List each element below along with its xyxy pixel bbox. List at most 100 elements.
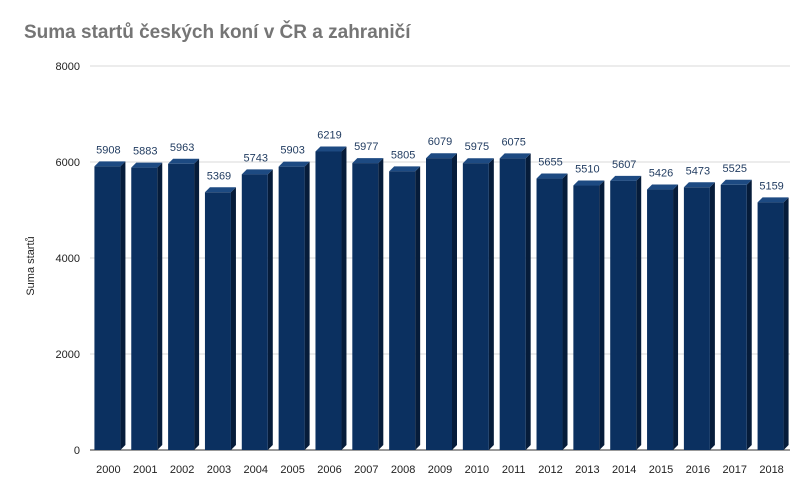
y-tick-label: 6000 (56, 157, 80, 169)
bar-2018 (757, 197, 789, 450)
bars (94, 146, 789, 451)
x-tick-label-2006: 2006 (317, 464, 341, 476)
bar-front (389, 171, 416, 451)
bar-top (131, 162, 163, 168)
bar-2013 (573, 180, 605, 450)
bar-front (204, 192, 231, 450)
data-label-2001: 5883 (133, 146, 157, 158)
data-label-2010: 5975 (465, 141, 489, 153)
bar-2000 (94, 161, 126, 450)
bar-top (315, 146, 347, 152)
bar-top (241, 169, 273, 175)
x-tick-label-2009: 2009 (428, 464, 452, 476)
data-label-2011: 6075 (501, 136, 525, 148)
bar-2002 (168, 158, 200, 450)
bar-top (499, 153, 531, 159)
bar-2001 (131, 162, 163, 450)
bar-2014 (610, 175, 642, 450)
bar-front (647, 189, 674, 450)
bar-front (315, 151, 342, 450)
x-tick-label-2018: 2018 (759, 464, 783, 476)
bar-side (525, 153, 531, 450)
y-tick-label: 0 (74, 445, 80, 457)
bar-side (157, 162, 163, 450)
bar-top (352, 158, 384, 164)
y-tick-label: 4000 (56, 253, 80, 265)
bar-side (378, 158, 384, 450)
bar-2010 (462, 158, 494, 450)
data-label-2018: 5159 (759, 180, 783, 192)
bar-side (783, 197, 789, 450)
bar-top (278, 161, 310, 167)
x-axis-ticks: 2000 2001 2002 2003 2004 2005 2006 2007 2008 2009… (96, 464, 784, 476)
bar-2012 (536, 173, 568, 450)
bar-side (304, 161, 310, 450)
bar-side (267, 169, 273, 450)
x-tick-label-2008: 2008 (391, 464, 415, 476)
y-axis-title: Suma startů (25, 236, 37, 295)
data-label-2008: 5805 (391, 149, 415, 161)
x-tick-label-2013: 2013 (575, 464, 599, 476)
bar-front (241, 174, 268, 450)
x-tick-label-2011: 2011 (502, 464, 526, 476)
data-label-2012: 5655 (538, 157, 562, 169)
bar-top (94, 161, 126, 167)
data-label-2015: 5426 (649, 168, 673, 180)
bar-2017 (720, 179, 752, 451)
bar-side (415, 166, 421, 451)
bar-front (131, 167, 158, 450)
y-tick-label: 2000 (56, 349, 80, 361)
x-tick-label-2000: 2000 (96, 464, 120, 476)
x-tick-label-2014: 2014 (612, 464, 636, 476)
x-tick-label-2005: 2005 (280, 464, 304, 476)
bar-side (746, 179, 752, 451)
x-tick-label-2012: 2012 (538, 464, 562, 476)
bar-side (709, 182, 715, 450)
bar-top (757, 197, 789, 203)
bar-top (610, 175, 642, 181)
bar-top (168, 158, 200, 164)
x-tick-label-2016: 2016 (686, 464, 710, 476)
bar-2007 (352, 158, 384, 450)
y-axis-ticks: 0 2000 4000 6000 8000 (56, 61, 80, 457)
y-tick-label: 8000 (56, 61, 80, 73)
bar-top (573, 180, 605, 186)
bar-side (599, 180, 605, 450)
data-label-2006: 6219 (317, 129, 341, 141)
bar-front (683, 187, 710, 450)
x-tick-label-2003: 2003 (207, 464, 231, 476)
bar-2006 (315, 146, 347, 450)
x-tick-label-2001: 2001 (133, 464, 157, 476)
bar-front (168, 163, 195, 450)
bar-top (720, 179, 752, 185)
bar-2011 (499, 153, 531, 450)
bar-front (499, 158, 526, 450)
bar-2008 (389, 166, 421, 451)
bar-2003 (204, 187, 236, 450)
bar-side (120, 161, 126, 450)
data-label-2009: 6079 (428, 136, 452, 148)
bar-front (757, 202, 784, 450)
x-tick-label-2017: 2017 (722, 464, 746, 476)
bar-top (389, 166, 421, 172)
bar-front (278, 166, 305, 450)
bar-top (647, 184, 679, 190)
bar-side (452, 153, 457, 450)
data-label-2014: 5607 (612, 159, 636, 171)
bar-front (352, 163, 379, 450)
bar-front (426, 158, 452, 450)
bar-side (194, 158, 200, 450)
chart-title: Suma startů českých koní v ČR a zahranič… (24, 22, 411, 43)
bar-top (204, 187, 236, 193)
data-label-2002: 5963 (170, 142, 194, 154)
bar-front (720, 184, 747, 451)
bar-side (341, 146, 347, 450)
bar-2016 (683, 182, 715, 450)
data-label-2000: 5908 (96, 144, 120, 156)
bar-2005 (278, 161, 310, 450)
data-label-2004: 5743 (244, 152, 268, 164)
data-labels: 5908 5883 5963 5369 5743 5903 6219 5977 5805 6079… (96, 129, 784, 192)
bar-side (673, 184, 679, 450)
x-tick-label-2002: 2002 (170, 464, 194, 476)
x-tick-label-2004: 2004 (244, 464, 268, 476)
